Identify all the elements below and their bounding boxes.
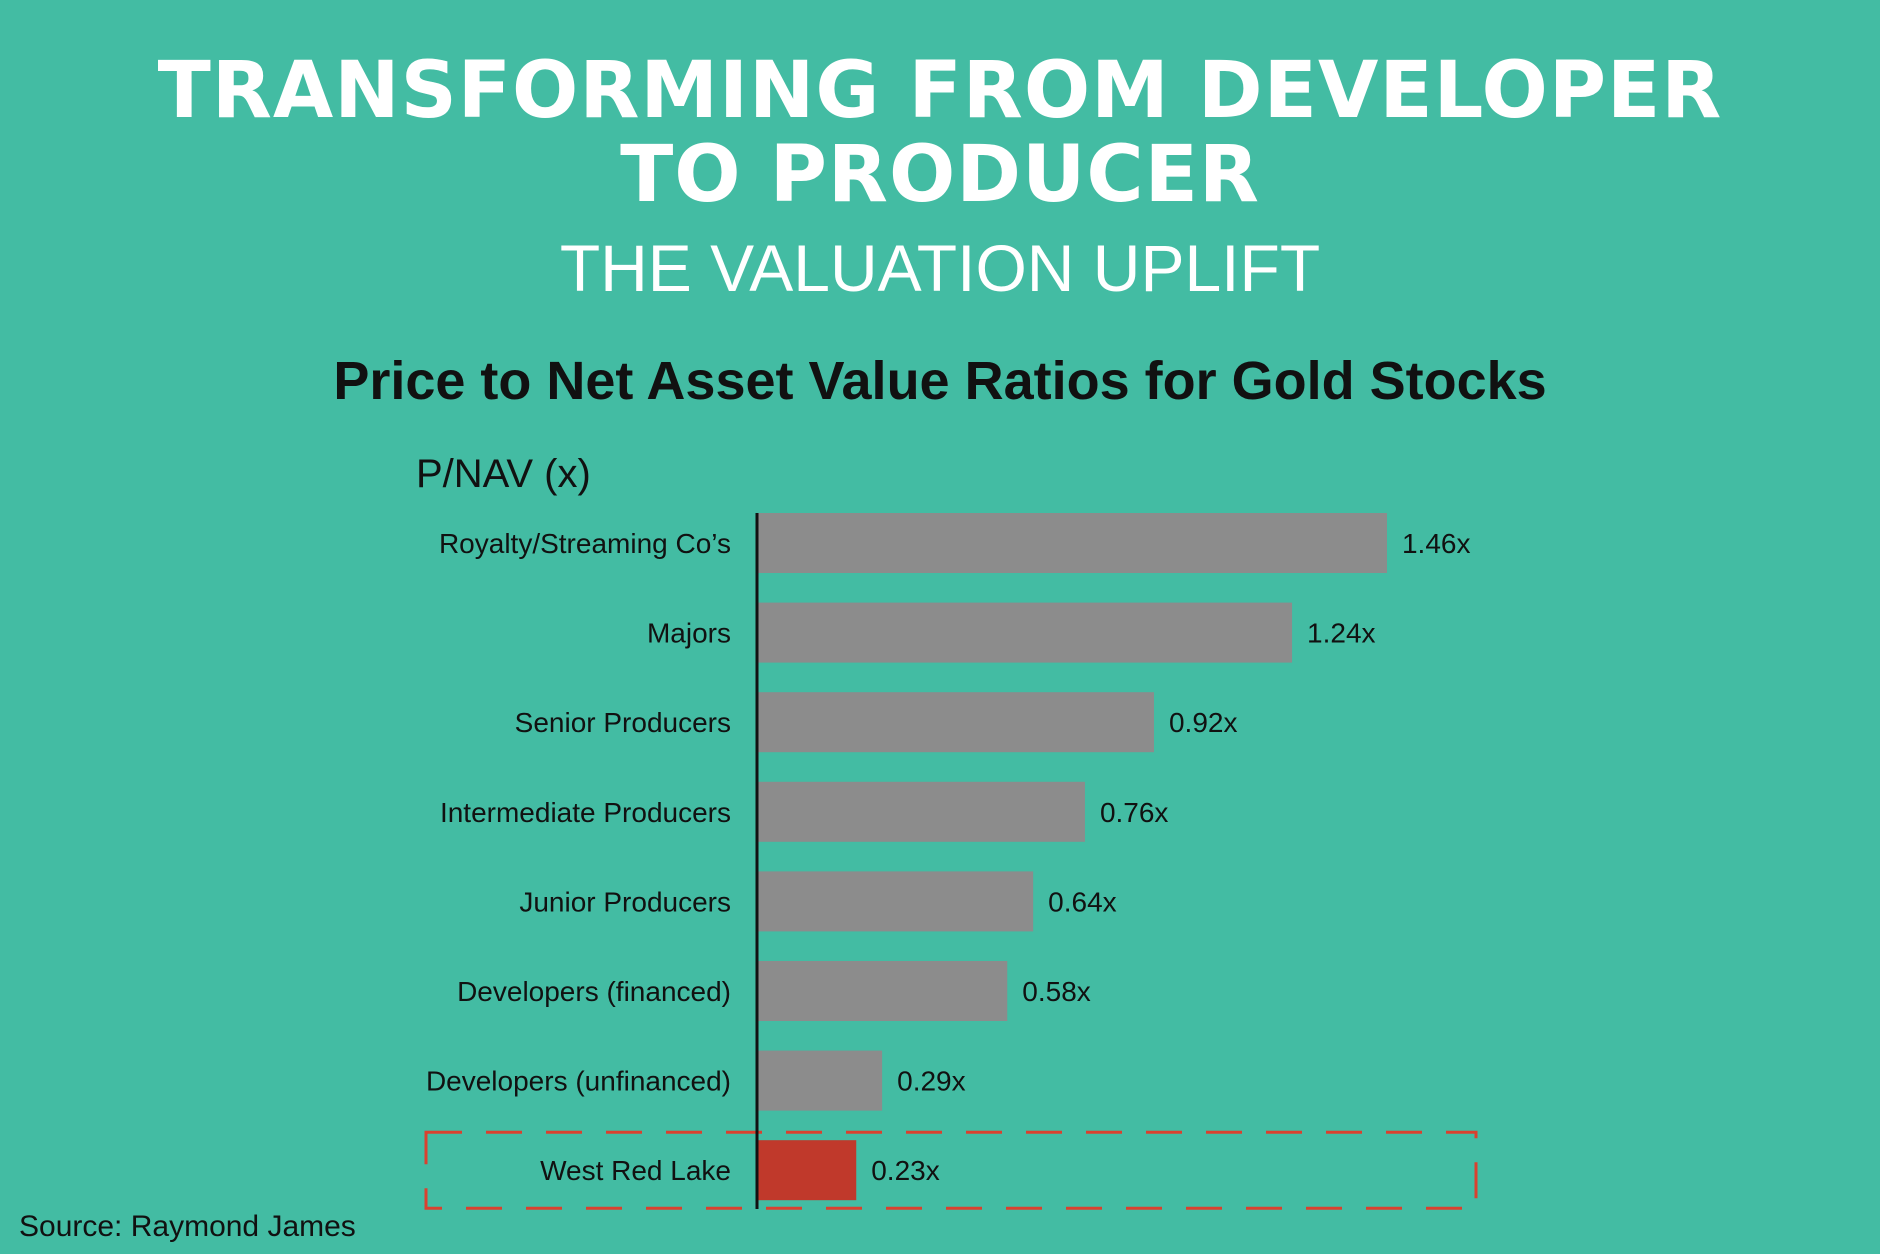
- category-label: West Red Lake: [540, 1155, 731, 1186]
- data-label: 0.29x: [897, 1066, 966, 1097]
- subtitle: THE VALUATION UPLIFT: [559, 231, 1321, 305]
- category-label: Developers (unfinanced): [426, 1066, 731, 1097]
- data-label: 0.76x: [1100, 797, 1169, 828]
- bar: [757, 781, 1085, 842]
- category-label: Royalty/Streaming Co’s: [439, 528, 731, 559]
- data-label: 1.24x: [1307, 618, 1376, 649]
- bar: [757, 871, 1034, 932]
- source-note: Source: Raymond James: [19, 1210, 356, 1243]
- category-label: Developers (financed): [457, 976, 731, 1007]
- bar: [757, 513, 1387, 573]
- category-label: Intermediate Producers: [440, 797, 731, 828]
- data-label: 0.23x: [871, 1155, 940, 1186]
- data-label: 0.92x: [1169, 707, 1238, 738]
- chart-title: Price to Net Asset Value Ratios for Gold…: [333, 351, 1547, 411]
- category-label: Majors: [647, 618, 731, 649]
- data-label: 0.58x: [1022, 976, 1091, 1007]
- title-line-1: TRANSFORMING FROM DEVELOPER: [157, 46, 1723, 136]
- category-label: Junior Producers: [519, 886, 731, 917]
- bar: [757, 1140, 857, 1201]
- title-line-2: TO PRODUCER: [620, 130, 1260, 220]
- axis-label: P/NAV (x): [416, 452, 591, 496]
- category-label: Senior Producers: [515, 707, 731, 738]
- data-label: 0.64x: [1048, 886, 1117, 917]
- data-label: 1.46x: [1402, 528, 1471, 559]
- bar: [757, 1050, 883, 1111]
- bar: [757, 961, 1008, 1021]
- bar: [757, 602, 1293, 663]
- highlight-box: [424, 1130, 1478, 1210]
- bar: [757, 692, 1154, 753]
